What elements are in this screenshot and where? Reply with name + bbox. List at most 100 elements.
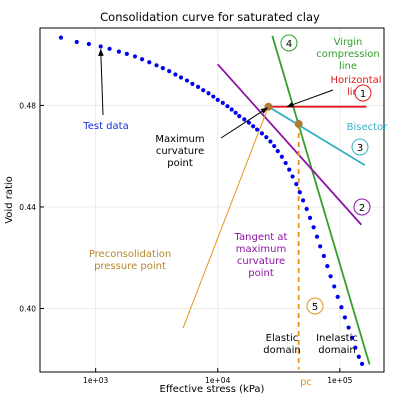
preconsolidation-pressure-point-marker [294,119,303,128]
data-point [259,131,265,136]
data-point [294,182,299,187]
data-point [147,60,152,65]
construction-lines [182,35,371,370]
y-tick-label: 0.40 [19,305,36,314]
bisector-line [267,105,366,166]
data-point [74,39,79,45]
data-point [339,305,344,310]
data-point [283,160,288,166]
circled-number-label: 2 [359,203,365,214]
data-point [58,35,64,40]
data-point [246,120,252,125]
data-point [124,51,129,56]
data-point [359,361,365,366]
circled-number-5 [306,297,324,315]
data-point [195,84,201,89]
axis-ticks: 1e+03 1e+04 1e+05 0.40 0.44 0.48 [19,101,352,385]
data-point [328,274,333,279]
test-data-arrow [98,48,104,116]
data-point [356,354,361,359]
x-tick-label: 1e+05 [327,376,352,385]
data-point [346,325,351,330]
data-point [184,78,190,83]
tangent-at-maximum-curvature-point-annotation: Tangent at maximum curvature point [234,232,288,279]
test-data-points [58,35,365,366]
data-point [139,57,145,62]
bisector-annotation: Bisector [347,122,389,133]
data-point [233,110,238,115]
circled-number-1 [354,84,372,102]
virgin-compression-line-annotation: Virgin compression line [316,37,379,72]
data-point [237,113,242,119]
data-point [304,206,309,212]
data-point [349,335,355,340]
circled-number-label: 5 [312,302,318,313]
data-point [154,63,159,68]
data-point [86,41,91,47]
data-point [242,117,247,122]
data-point [275,149,280,154]
data-point [314,234,320,239]
data-point [353,345,358,350]
data-point [272,143,277,149]
data-point [325,264,330,269]
data-point [211,94,216,99]
circled-number-label: 1 [360,89,366,100]
y-axis-label: Void ratio [4,176,15,224]
data-point [173,72,178,77]
pc-annotation: pc [300,377,312,388]
data-point [268,139,273,144]
circled-number-label: 3 [357,143,363,154]
data-point [318,244,323,249]
circled-number-2 [353,198,371,216]
elastic-domain-annotation: Elastic domain [263,333,300,356]
data-point [307,215,313,220]
y-tick-label: 0.44 [19,203,36,212]
data-point [229,107,234,112]
tangent-at-maximum-curvature-point-line [217,63,363,226]
data-point [107,46,112,51]
data-point [335,294,340,299]
data-point [297,190,302,195]
data-point [220,100,225,105]
horizontal-line-arrow [286,89,334,108]
data-point [215,97,220,102]
circled-number-3 [351,138,369,156]
x-tick-label: 1e+04 [205,376,230,385]
preconsolidation-to-maximum-curvature-line [182,106,269,329]
data-point [190,81,195,86]
maximum-curvature-point-annotation: Maximum curvature point [155,134,204,169]
circled-number-label: 4 [286,39,292,50]
x-axis-label: Effective stress (kPa) [160,384,265,395]
data-point [116,49,122,54]
preconsolidation-pressure-point-annotation: Preconsolidation pressure point [89,249,171,272]
data-point [254,127,260,132]
test-data-annotation: Test data [82,121,128,132]
plot-frame [39,27,385,373]
maximum-curvature-point-arrow [220,107,268,139]
circled-number-4 [280,34,298,52]
x-tick-label: 1e+03 [83,376,108,385]
y-tick-label: 0.48 [19,101,36,110]
data-point [321,253,326,259]
data-point [300,198,306,203]
data-point [311,225,316,230]
data-point [206,91,211,96]
data-point [264,135,269,140]
data-point [342,315,347,320]
data-point [201,88,206,93]
data-point [160,66,165,71]
data-point [287,167,292,172]
data-point [279,154,284,159]
data-point [290,174,295,179]
data-point [178,75,184,80]
virgin-compression-line-line [271,35,371,365]
data-point [167,69,172,74]
data-point [332,284,337,289]
annotations: Test data Maximum curvature point Virgin comp… [82,34,389,388]
data-point [225,104,230,109]
chart-title: Consolidation curve for saturated clay [100,10,320,24]
data-point [251,124,256,129]
